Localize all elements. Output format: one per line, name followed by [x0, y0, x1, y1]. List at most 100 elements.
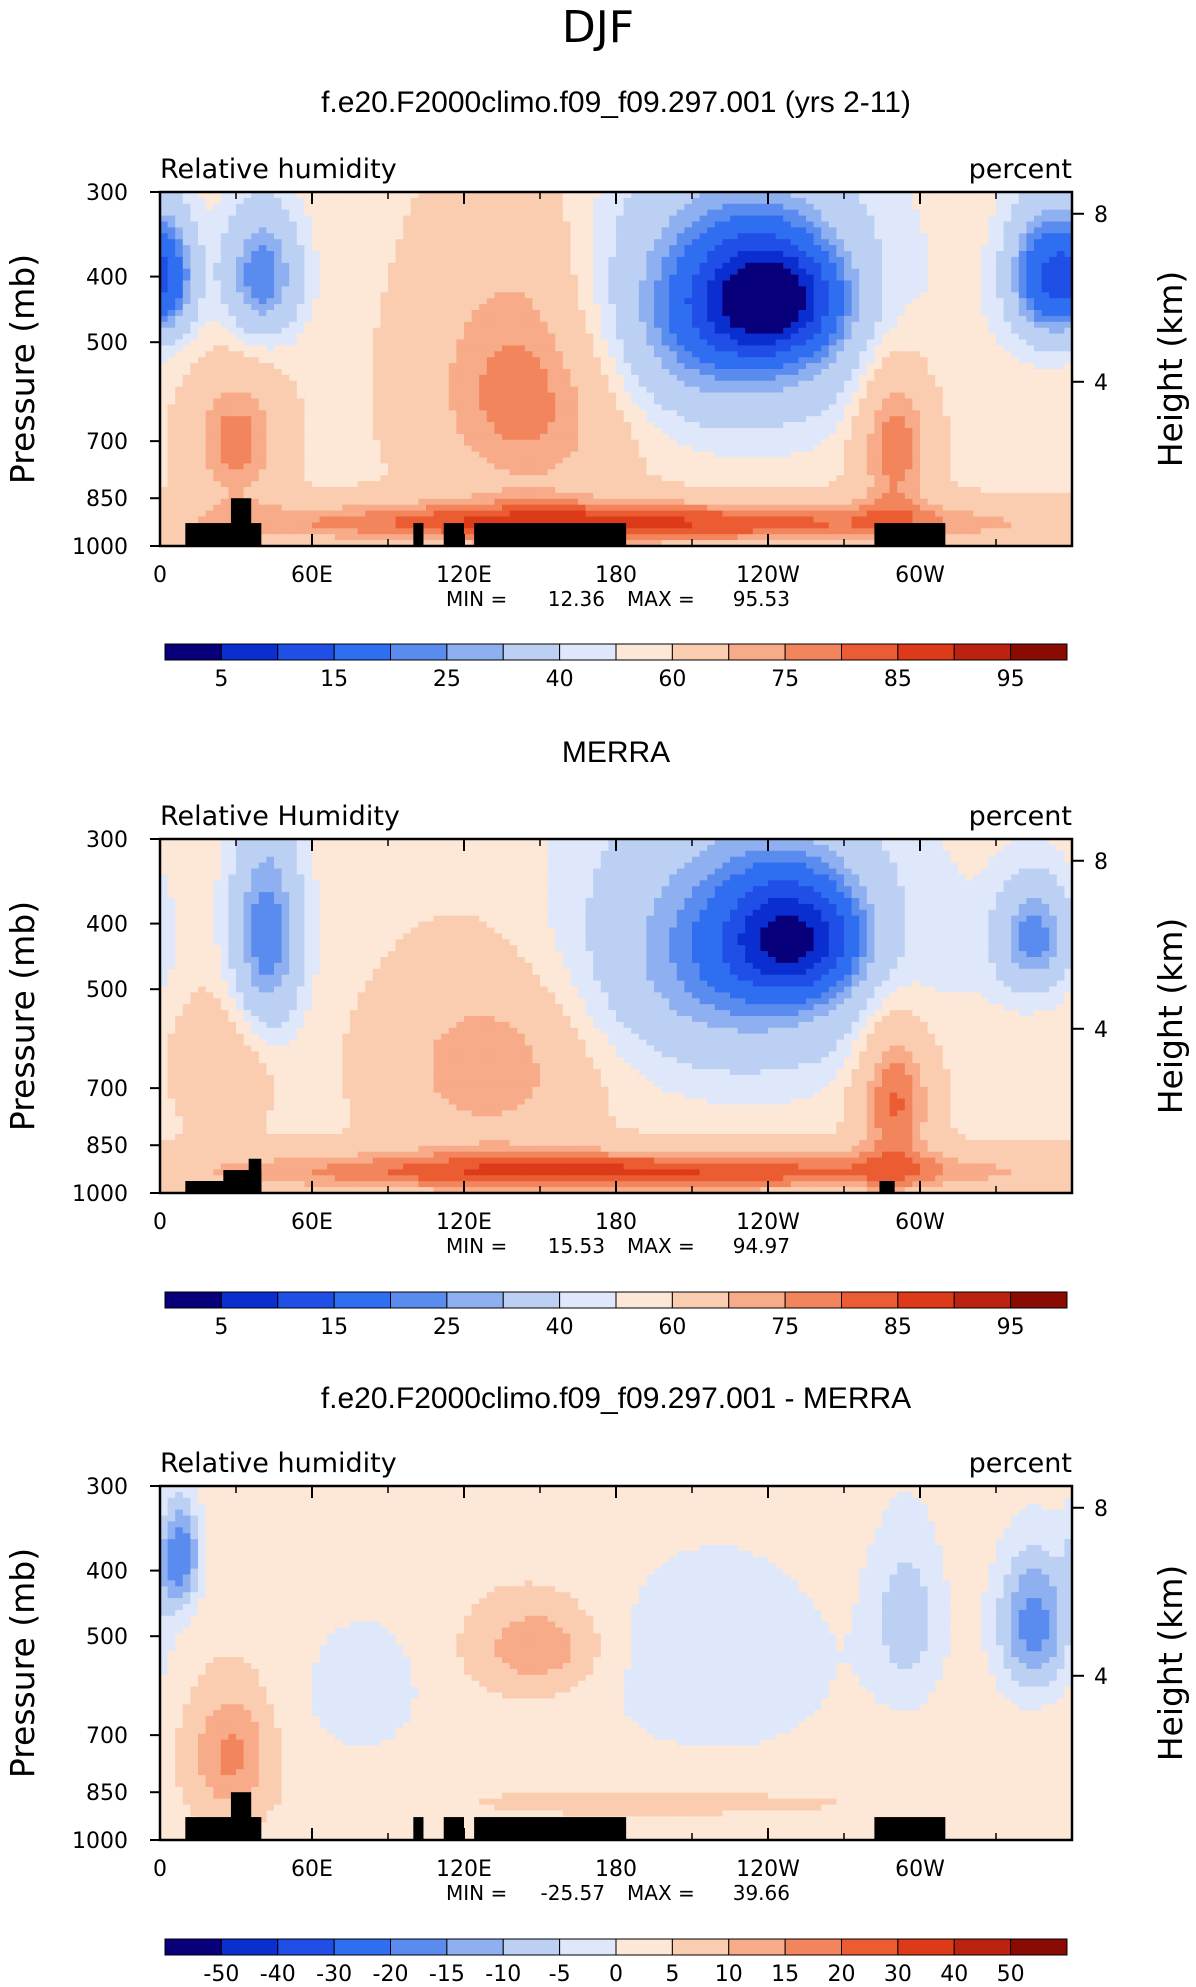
contour-cell — [943, 245, 951, 252]
contour-cell — [563, 257, 571, 264]
contour-cell — [494, 204, 502, 211]
contour-cell — [426, 257, 434, 264]
contour-cell — [745, 204, 753, 211]
contour-cell — [890, 251, 898, 258]
contour-cell — [274, 227, 282, 234]
contour-cell — [707, 227, 715, 234]
contour-cell — [1019, 204, 1027, 211]
contour-cell — [563, 227, 571, 234]
contour-cell — [487, 257, 495, 264]
contour-cell — [829, 222, 837, 229]
contour-cell — [434, 210, 442, 217]
contour-cell — [221, 198, 229, 205]
contour-cell — [365, 210, 373, 217]
contour-cell — [304, 222, 312, 229]
contour-cell — [920, 227, 928, 234]
contour-cell — [745, 245, 753, 252]
contour-cell — [608, 257, 616, 264]
contour-cell — [320, 251, 328, 258]
contour-cell — [502, 239, 510, 246]
contour-cell — [358, 227, 366, 234]
contour-cell — [662, 257, 670, 264]
contour-cell — [738, 245, 746, 252]
contour-cell — [798, 227, 806, 234]
contour-cell — [570, 251, 578, 258]
contour-cell — [228, 210, 236, 217]
contour-cell — [472, 251, 480, 258]
contour-cell — [327, 204, 335, 211]
contour-cell — [760, 222, 768, 229]
contour-cell — [1057, 216, 1065, 223]
contour-cell — [388, 222, 396, 229]
contour-cell — [350, 204, 358, 211]
contour-cell — [365, 198, 373, 205]
contour-cell — [631, 239, 639, 246]
contour-cell — [912, 227, 920, 234]
contour-cell — [487, 198, 495, 205]
contour-cell — [1042, 198, 1050, 205]
contour-cell — [251, 222, 259, 229]
contour-cell — [418, 251, 426, 258]
contour-cell — [730, 222, 738, 229]
contour-cell — [312, 251, 320, 258]
contour-cell — [966, 210, 974, 217]
contour-cell — [259, 222, 267, 229]
contour-cell — [1004, 210, 1012, 217]
contour-cell — [456, 245, 464, 252]
contour-cell — [289, 263, 297, 270]
contour-cell — [988, 216, 996, 223]
contour-cell — [722, 204, 730, 211]
contour-cell — [418, 233, 426, 240]
contour-cell — [198, 245, 206, 252]
contour-cell — [190, 239, 198, 246]
contour-cell — [266, 198, 274, 205]
contour-cell — [563, 245, 571, 252]
contour-cell — [206, 222, 214, 229]
contour-cell — [494, 257, 502, 264]
contour-cell — [213, 216, 221, 223]
contour-cell — [464, 227, 472, 234]
contour-cell — [441, 251, 449, 258]
contour-cell — [844, 216, 852, 223]
contour-cell — [1042, 204, 1050, 211]
contour-cell — [1026, 204, 1034, 211]
contour-cell — [236, 198, 244, 205]
contour-cell — [806, 198, 814, 205]
contour-cell — [266, 263, 274, 270]
contour-cell — [168, 204, 176, 211]
contour-cell — [1011, 198, 1019, 205]
contour-cell — [646, 216, 654, 223]
contour-cell — [373, 257, 381, 264]
contour-cell — [289, 210, 297, 217]
contour-cell — [228, 239, 236, 246]
contour-cell — [859, 204, 867, 211]
contour-cell — [616, 227, 624, 234]
contour-cell — [867, 257, 875, 264]
contour-cell — [783, 204, 791, 211]
contour-cell — [935, 204, 943, 211]
contour-cell — [624, 233, 632, 240]
contour-cell — [411, 251, 419, 258]
contour-cell — [198, 222, 206, 229]
contour-cell — [327, 210, 335, 217]
contour-cell — [601, 210, 609, 217]
contour-cell — [1026, 233, 1034, 240]
contour-cell — [236, 227, 244, 234]
contour-cell — [456, 227, 464, 234]
contour-cell — [320, 233, 328, 240]
contour-cell — [753, 257, 761, 264]
contour-cell — [464, 210, 472, 217]
contour-cell — [1049, 239, 1057, 246]
contour-cell — [350, 216, 358, 223]
contour-cell — [1049, 227, 1057, 234]
contour-cell — [730, 227, 738, 234]
contour-cell — [510, 198, 518, 205]
contour-cell — [798, 251, 806, 258]
contour-cell — [950, 216, 958, 223]
contour-cell — [662, 204, 670, 211]
contour-cell — [988, 245, 996, 252]
contour-cell — [624, 239, 632, 246]
contour-cell — [654, 251, 662, 258]
contour-cell — [814, 204, 822, 211]
contour-cell — [890, 222, 898, 229]
